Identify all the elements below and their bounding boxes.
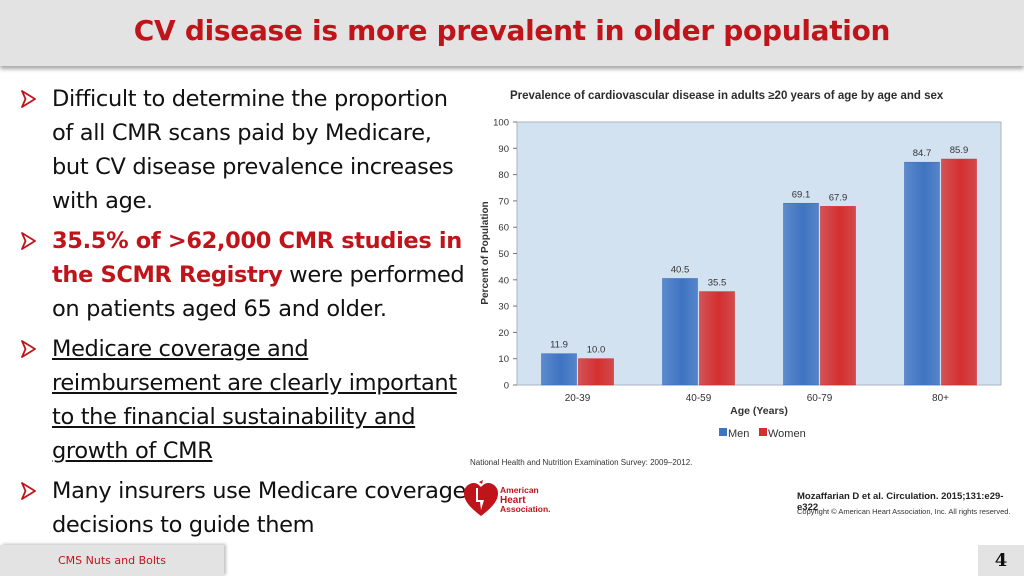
bar-women-60-79 (820, 206, 856, 386)
bar-men-60-79 (783, 202, 819, 386)
chart-title: Prevalence of cardiovascular disease in … (510, 90, 944, 102)
y-tick-label: 90 (498, 144, 509, 155)
y-tick-label: 20 (498, 328, 509, 339)
y-tick-label: 0 (504, 381, 509, 392)
bar-value-label: 10.0 (587, 345, 606, 356)
bar-value-label: 85.9 (950, 145, 969, 156)
bar-value-label: 67.9 (829, 192, 848, 203)
x-tick-label: 80+ (932, 393, 949, 404)
legend-swatch-women (759, 428, 767, 436)
bar-value-label: 69.1 (792, 189, 811, 200)
x-axis-label: Age (Years) (730, 405, 788, 417)
bar-men-80+ (904, 161, 940, 386)
y-axis-label: Percent of Population (480, 201, 491, 304)
y-tick-label: 80 (498, 170, 509, 181)
arrow-bullet-icon (21, 90, 36, 108)
y-tick-label: 60 (498, 223, 509, 234)
bar-value-label: 40.5 (671, 264, 690, 275)
citation: Mozaffarian D et al. Circulation. 2015;1… (797, 491, 1004, 513)
aha-line-2: Heart (500, 494, 526, 506)
bullet-item: Difficult to determine the proportion of… (20, 82, 470, 218)
footer-label: CMS Nuts and Bolts (58, 554, 166, 567)
bar-women-20-39 (578, 358, 614, 386)
bullet-list: Difficult to determine the proportion of… (20, 82, 470, 542)
header-bar: CV disease is more prevalent in older po… (0, 0, 1024, 66)
y-tick-label: 40 (498, 275, 509, 286)
arrow-bullet-icon (21, 482, 36, 500)
bullet-item: 35.5% of >62,000 CMR studies in the SCMR… (20, 224, 470, 326)
y-tick-label: 70 (498, 196, 509, 207)
aha-line-3: Association. (500, 504, 551, 514)
chart-source: National Health and Nutrition Examinatio… (470, 458, 693, 467)
page-number-box: 4 (978, 545, 1024, 576)
x-tick-label: 20-39 (565, 393, 591, 404)
legend-label-women: Women (768, 428, 806, 440)
prevalence-bar-chart: 0 10 20 30 40 50 60 70 80 90 100 11.9 10.0 40.5 35.5 6… (480, 118, 1002, 440)
page-title: CV disease is more prevalent in older po… (133, 14, 891, 47)
bullet-text: were performed on patients aged 65 and o… (52, 262, 465, 322)
arrow-bullet-icon (21, 340, 36, 358)
y-tick-label: 100 (493, 118, 509, 129)
legend-label-men: Men (728, 428, 749, 440)
bar-men-40-59 (662, 278, 698, 386)
bar-value-label: 35.5 (708, 278, 727, 289)
bullet-text: Medicare coverage and reimbursement are … (52, 336, 457, 464)
bar-women-40-59 (699, 291, 735, 386)
copyright: Copyright © American Heart Association, … (797, 507, 1011, 516)
bar-value-label: 11.9 (550, 340, 568, 351)
bullet-item: Many insurers use Medicare coverage deci… (20, 474, 470, 542)
page-number: 4 (994, 550, 1008, 571)
y-tick-label: 30 (498, 302, 509, 313)
arrow-bullet-icon (21, 232, 36, 250)
bullet-text: Many insurers use Medicare coverage deci… (52, 478, 467, 538)
bar-value-label: 84.7 (913, 148, 932, 159)
aha-line-1: American (500, 485, 539, 495)
aha-logo-icon (464, 480, 498, 516)
bullet-text: Difficult to determine the proportion of… (52, 86, 454, 214)
legend-swatch-men (719, 428, 727, 436)
y-tick-label: 10 (498, 354, 509, 365)
bar-women-80+ (941, 158, 977, 386)
chart-legend: Men Women (719, 428, 806, 440)
aha-logo-text: American Heart Association. (500, 485, 551, 515)
y-tick-label: 50 (498, 249, 509, 260)
footer-label-box: CMS Nuts and Bolts (0, 545, 224, 576)
bullet-item: Medicare coverage and reimbursement are … (20, 332, 470, 468)
x-tick-label: 60-79 (807, 393, 833, 404)
bar-men-20-39 (541, 353, 577, 386)
bullet-highlight: 35.5% of >62,000 CMR studies in the SCMR… (52, 228, 462, 288)
x-tick-label: 40-59 (686, 393, 712, 404)
